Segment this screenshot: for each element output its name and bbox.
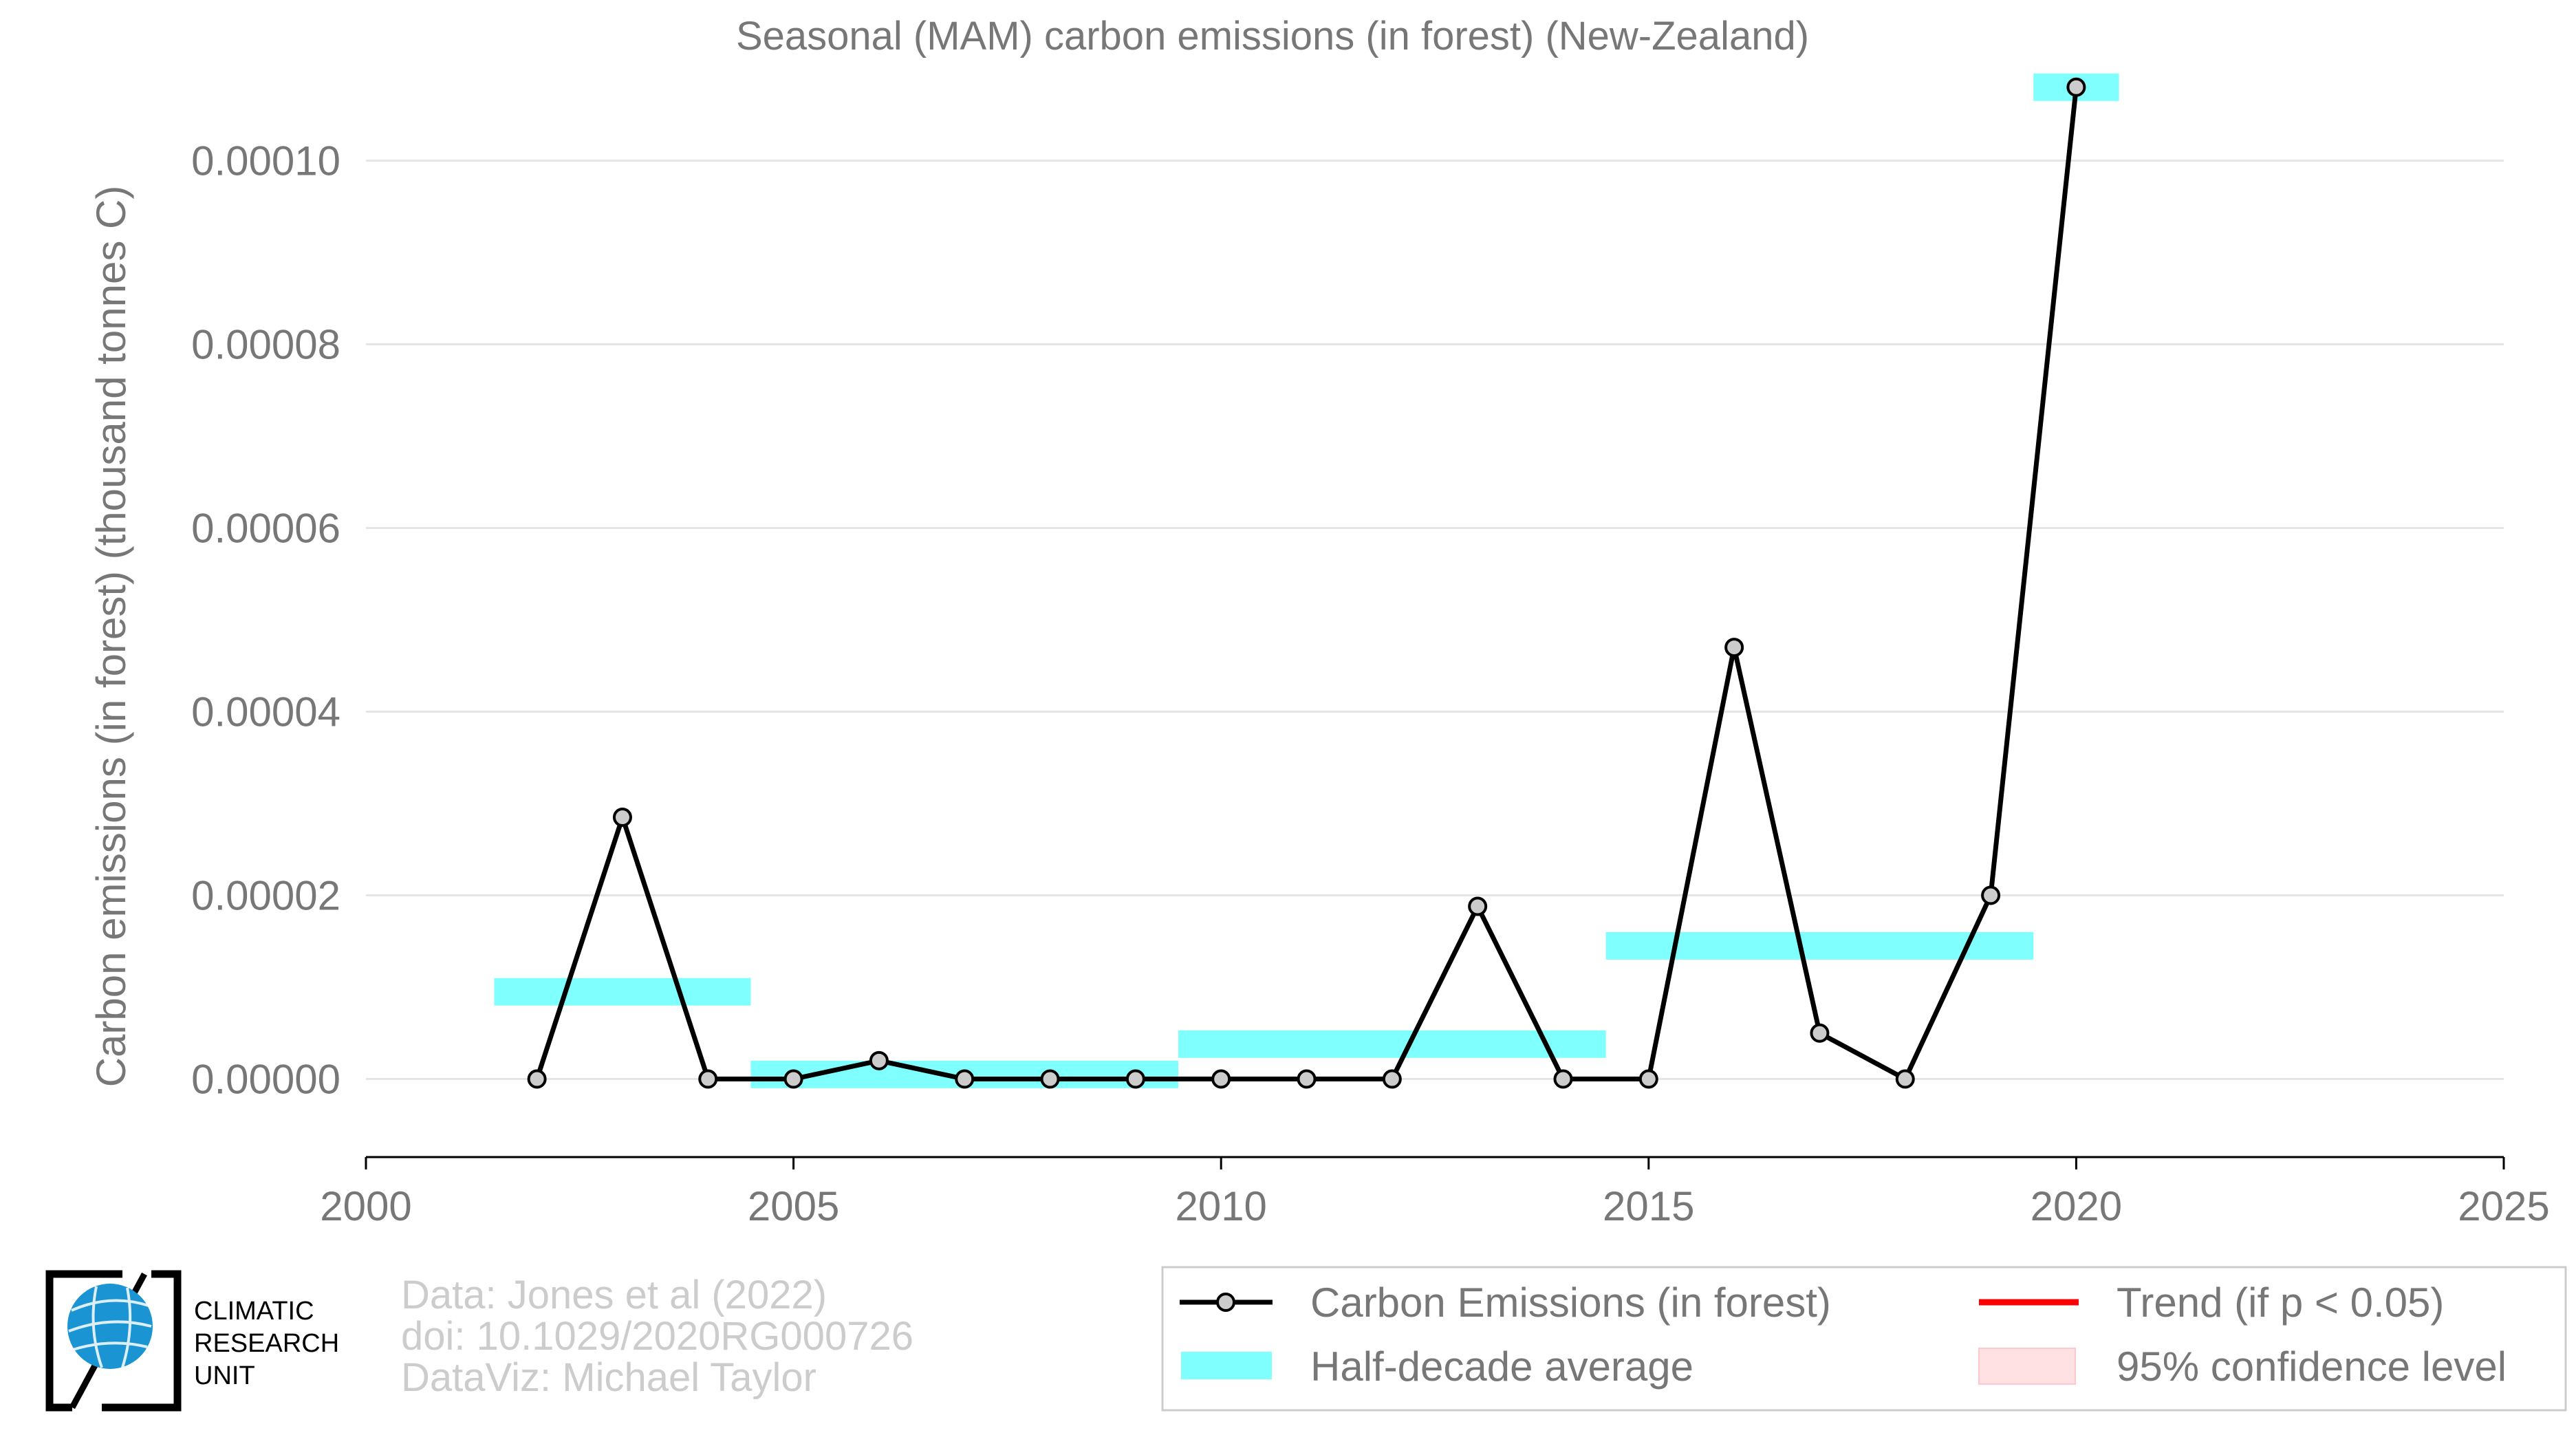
data-point xyxy=(1724,638,1744,658)
legend-box xyxy=(1161,1266,2567,1412)
logo-left-bracket xyxy=(45,1270,122,1412)
y-axis-label: Carbon emissions (in forest) (thousand t… xyxy=(88,186,134,1088)
y-tick-label: 0.00002 xyxy=(191,873,340,919)
credit-data: Data: Jones et al (2022) xyxy=(401,1273,827,1317)
cru-logo: CLIMATIC RESEARCH UNIT xyxy=(45,1270,339,1412)
data-point xyxy=(955,1069,975,1089)
credit-doi: doi: 10.1029/2020RG000726 xyxy=(401,1314,913,1359)
logo-text-line3: UNIT xyxy=(194,1361,255,1390)
legend-swatch-confidence xyxy=(1978,1348,2076,1385)
data-point xyxy=(612,808,632,828)
grid xyxy=(366,160,2504,1081)
data-point xyxy=(1981,885,2001,905)
y-tick-labels: 0.00000 0.00002 0.00004 0.00006 0.00008 0.000… xyxy=(191,138,340,1103)
y-tick-label: 0.00006 xyxy=(191,506,340,552)
data-point xyxy=(1553,1069,1573,1089)
legend-label-confidence: 95% confidence level xyxy=(2117,1344,2507,1390)
legend: Carbon Emissions (in forest) Trend (if p… xyxy=(1161,1266,2567,1412)
data-point xyxy=(1468,896,1488,916)
logo-text-line2: RESEARCH xyxy=(194,1329,339,1358)
logo-right-bracket xyxy=(102,1270,182,1412)
y-tick-label: 0.00000 xyxy=(191,1057,340,1103)
half-decade-band xyxy=(1178,1030,1606,1058)
chart-title: Seasonal (MAM) carbon emissions (in fore… xyxy=(736,14,1809,58)
data-point xyxy=(869,1050,889,1070)
legend-marker-carbon-emissions xyxy=(1216,1293,1235,1312)
y-tick-label: 0.00008 xyxy=(191,322,340,368)
data-point xyxy=(1895,1069,1915,1089)
half-decade-band xyxy=(494,978,751,1006)
data-point xyxy=(1297,1069,1317,1089)
series-points xyxy=(527,77,2086,1089)
globe-grid xyxy=(68,1286,152,1368)
half-decade-bands xyxy=(494,73,2119,1088)
y-tick-label: 0.00010 xyxy=(191,138,340,184)
data-point xyxy=(2066,77,2086,97)
series-line xyxy=(534,87,2079,1081)
series-lines xyxy=(534,87,2079,1081)
data-point xyxy=(1382,1069,1402,1089)
data-point xyxy=(1810,1023,1830,1043)
data-point xyxy=(1638,1069,1658,1089)
x-tick-label: 2010 xyxy=(1175,1183,1266,1229)
x-tick-label: 2000 xyxy=(320,1183,411,1229)
data-point xyxy=(1125,1069,1145,1089)
x-tick-label: 2020 xyxy=(2031,1183,2122,1229)
credit-dataviz: DataViz: Michael Taylor xyxy=(401,1355,816,1400)
x-ticks: 2000 2005 2010 2015 2020 2025 xyxy=(320,1157,2550,1229)
logo-text-line1: CLIMATIC xyxy=(194,1297,314,1326)
data-point xyxy=(527,1069,547,1089)
x-tick-label: 2005 xyxy=(748,1183,839,1229)
data-point xyxy=(1211,1069,1231,1089)
data-point xyxy=(783,1069,803,1089)
data-point xyxy=(698,1069,718,1089)
legend-swatch-half-decade xyxy=(1181,1352,1272,1379)
data-point xyxy=(1040,1069,1060,1089)
legend-label-half-decade: Half-decade average xyxy=(1310,1344,1693,1390)
y-tick-label: 0.00004 xyxy=(191,689,340,735)
legend-label-carbon-emissions: Carbon Emissions (in forest) xyxy=(1310,1280,1831,1326)
x-tick-label: 2015 xyxy=(1603,1183,1694,1229)
legend-label-trend: Trend (if p < 0.05) xyxy=(2117,1280,2444,1326)
x-tick-label: 2025 xyxy=(2458,1183,2549,1229)
